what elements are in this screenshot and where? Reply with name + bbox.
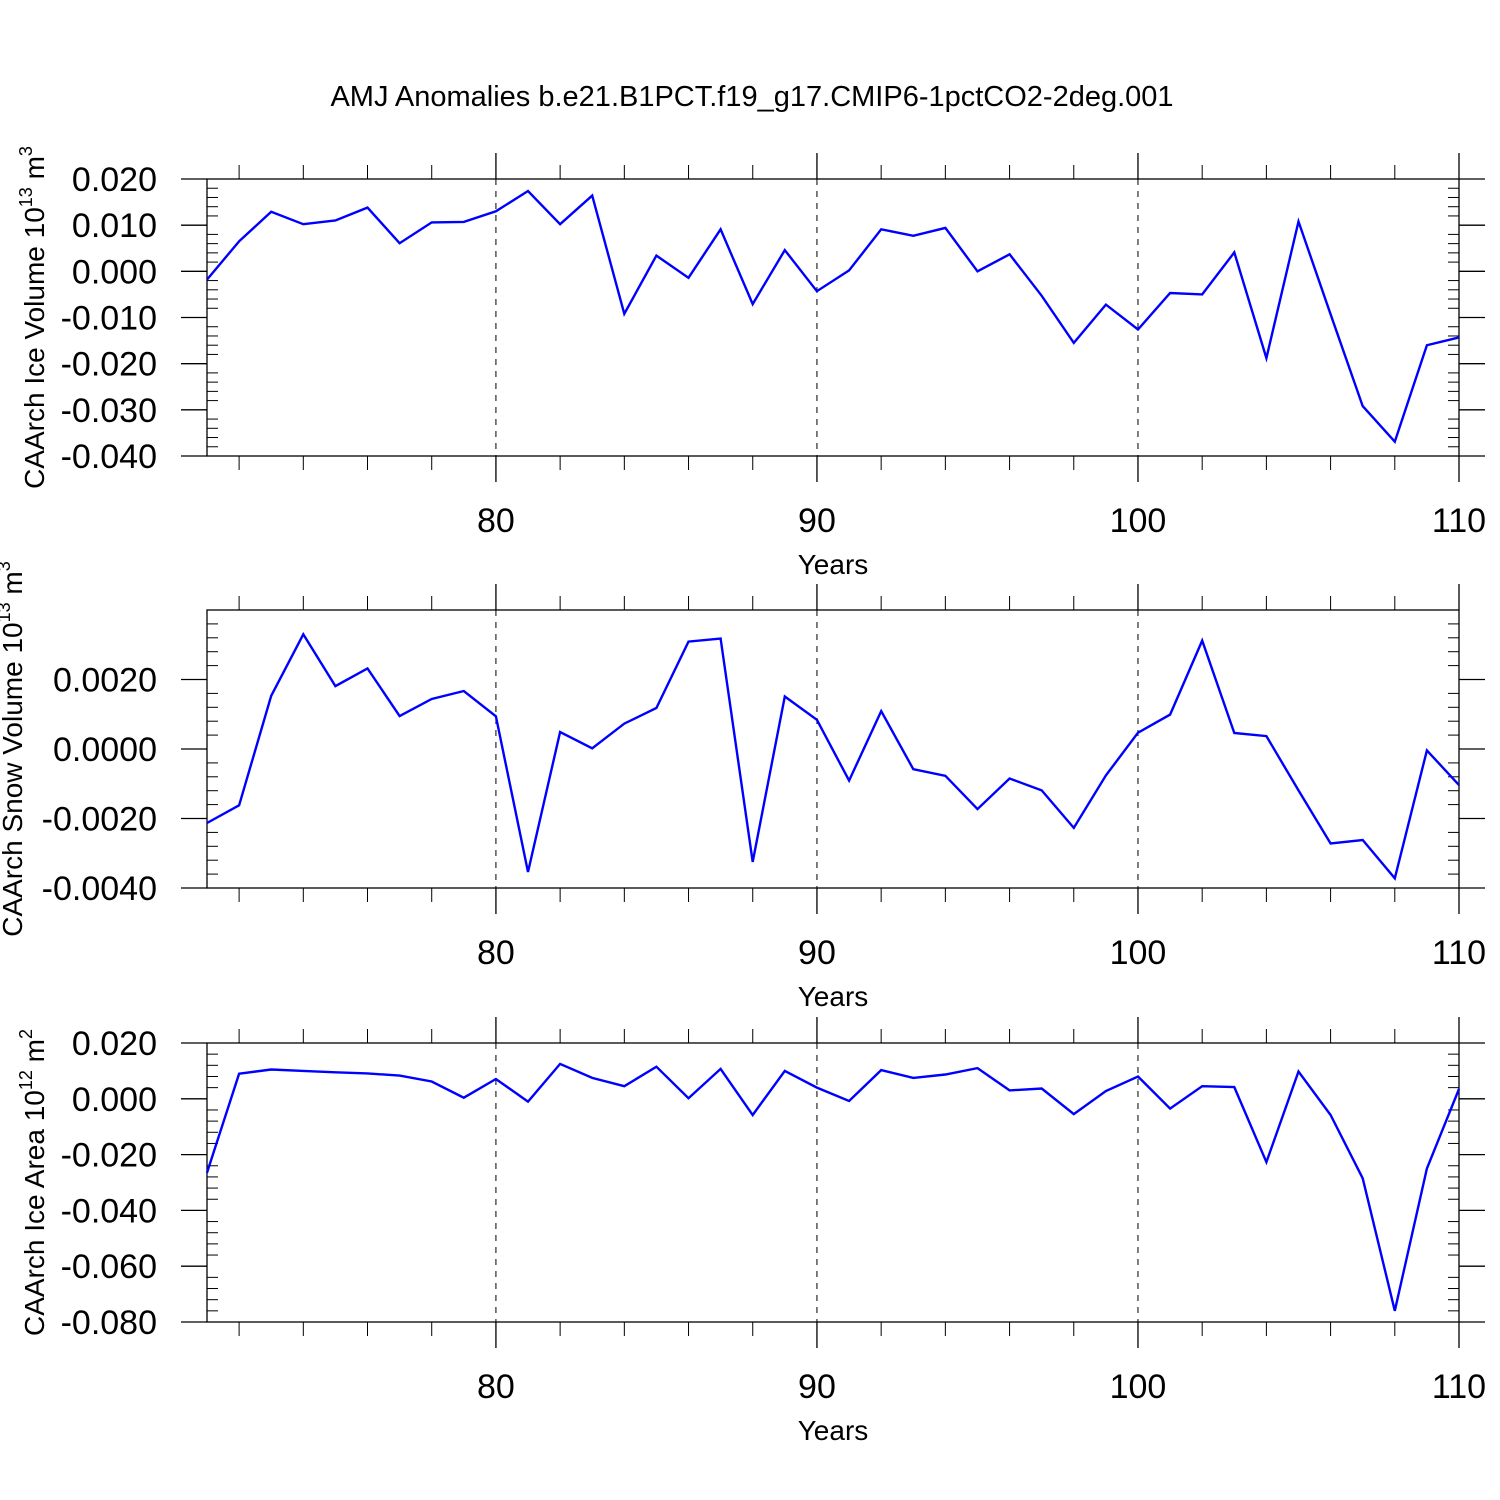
y-tick-label: -0.0040 <box>42 870 157 908</box>
series-line <box>205 1062 1461 1312</box>
x-axis-label: Years <box>798 981 869 1012</box>
y-axis-label: CAArch Snow Volume 1013 m3 <box>0 561 28 937</box>
x-tick-label: 80 <box>477 502 515 540</box>
y-tick-label: -0.040 <box>61 438 157 476</box>
y-tick-label: 0.020 <box>72 1025 157 1063</box>
y-tick-label: -0.020 <box>61 346 157 384</box>
x-tick-label: 100 <box>1110 934 1167 972</box>
x-tick-label: 110 <box>1432 502 1486 540</box>
x-tick-label: 100 <box>1110 502 1167 540</box>
x-tick-label: 80 <box>477 934 515 972</box>
y-tick-label: -0.010 <box>61 300 157 338</box>
x-tick-label: 100 <box>1110 1368 1167 1406</box>
series-line <box>206 631 1460 881</box>
y-axis-label: CAArch Ice Volume 1013 m3 <box>16 146 50 489</box>
plot-frame <box>206 1042 1460 1323</box>
y-tick-label: 0.000 <box>72 1081 157 1119</box>
y-tick-label: -0.030 <box>61 392 157 430</box>
y-axis-label: CAArch Ice Area 1012 m2 <box>16 1029 50 1336</box>
y-tick-label: -0.020 <box>61 1137 157 1175</box>
y-tick-label: 0.000 <box>72 253 157 291</box>
x-tick-label: 110 <box>1432 1368 1486 1406</box>
panel-1: 80 90 100 110 -0.040 -0.030 -0.020 -0.010 0.000 0… <box>16 146 1486 580</box>
panel-2: 80 90 100 110 -0.0040 -0.0020 0.0000 0.0020 Year… <box>0 561 1486 1012</box>
x-tick-label: 90 <box>798 1368 836 1406</box>
x-axis-label: Years <box>798 549 869 580</box>
x-axis-label: Years <box>798 1415 869 1446</box>
panel-3: 80 90 100 110 -0.080 -0.060 -0.040 -0.020 0.000 0… <box>16 1017 1486 1446</box>
series-line <box>206 189 1460 445</box>
y-tick-label: 0.0020 <box>53 662 157 700</box>
x-tick-label: 90 <box>798 502 836 540</box>
x-tick-label: 90 <box>798 934 836 972</box>
x-tick-label: 110 <box>1432 934 1486 972</box>
chart-title: AMJ Anomalies b.e21.B1PCT.f19_g17.CMIP6-… <box>330 81 1173 113</box>
x-tick-label: 80 <box>477 1368 515 1406</box>
y-tick-label: -0.080 <box>61 1304 157 1342</box>
y-tick-label: -0.0020 <box>42 801 157 839</box>
y-tick-label: 0.0000 <box>53 731 157 769</box>
plot-frame <box>206 178 1460 457</box>
y-tick-label: -0.060 <box>61 1248 157 1286</box>
y-tick-label: 0.020 <box>72 161 157 199</box>
y-tick-label: -0.040 <box>61 1192 157 1230</box>
y-tick-label: 0.010 <box>72 207 157 245</box>
